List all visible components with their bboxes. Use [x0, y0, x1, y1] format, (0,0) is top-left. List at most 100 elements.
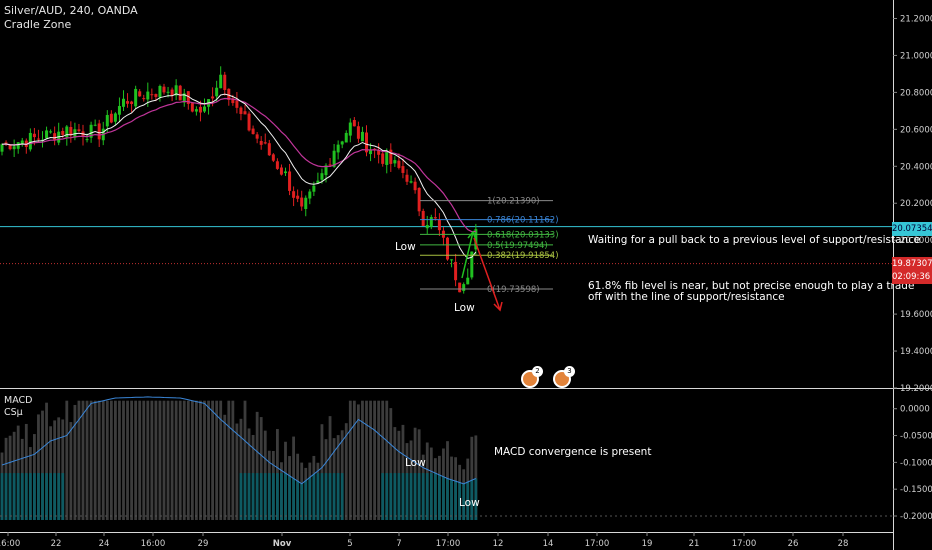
macd-histogram-bar	[53, 420, 57, 520]
macd-histogram-low-bar	[12, 473, 16, 520]
candle-body	[190, 103, 194, 112]
candle-body	[356, 126, 360, 139]
macd-histogram-low-bar	[37, 473, 40, 520]
candle-body	[296, 195, 300, 199]
candle-body	[162, 86, 166, 93]
macd-histogram-bar	[328, 416, 332, 520]
macd-histogram-bar	[211, 400, 214, 520]
up-arrow-head	[467, 230, 477, 241]
macd-histogram-low-bar	[442, 476, 445, 520]
macd-histogram-bar	[203, 400, 206, 520]
macd-note: MACD convergence is present	[494, 446, 652, 458]
macd-histogram-low-bar	[296, 481, 300, 520]
macd-tick-label: 0.0000	[900, 405, 930, 415]
macd-histogram-bar	[365, 400, 368, 520]
fib-level-label: 0.5(19.97494)	[487, 241, 548, 251]
candle-body	[158, 85, 162, 98]
macd-histogram-bar	[170, 400, 174, 520]
down-arrow-head	[493, 301, 503, 312]
candle-body	[231, 98, 235, 104]
candle-body	[89, 124, 93, 138]
candle-body	[182, 93, 186, 103]
ema-fast-line	[1, 93, 477, 259]
macd-histogram-bar	[259, 417, 263, 520]
candle-body	[454, 261, 458, 281]
candle-body	[85, 139, 89, 141]
macd-histogram-bar	[45, 402, 48, 520]
candle-body	[69, 127, 73, 136]
candle-body	[425, 224, 429, 229]
macd-histogram-low-bar	[328, 473, 332, 520]
candle-body	[381, 153, 385, 164]
candle-body	[369, 149, 373, 155]
time-tick-label: 17:00	[585, 539, 610, 549]
macd-histogram-low-bar	[413, 473, 417, 520]
candle-body	[413, 181, 417, 191]
candle-body	[117, 106, 121, 115]
macd-histogram-bar	[142, 400, 146, 520]
macd-histogram-bar	[81, 400, 85, 520]
macd-histogram-bar	[16, 425, 20, 520]
candle-body	[36, 138, 40, 140]
up-arrow	[461, 231, 474, 279]
macd-histogram-bar	[474, 435, 478, 520]
macd-histogram-low-bar	[57, 473, 61, 520]
macd-histogram-low-bar	[4, 473, 8, 520]
macd-histogram-bar	[174, 400, 178, 520]
macd-histogram-bar	[231, 400, 235, 520]
macd-histogram-low-bar	[474, 478, 478, 520]
price-tick-label: 20.80000	[900, 88, 932, 98]
macd-histogram-low-bar	[243, 473, 247, 520]
time-tick-label: 12	[493, 539, 504, 549]
candle-body	[437, 219, 441, 231]
event-badge[interactable]: 3	[553, 366, 575, 388]
macd-histogram-bar	[223, 414, 227, 520]
candle-body	[97, 123, 101, 140]
macd-histogram-bar	[389, 408, 393, 520]
candle-body	[267, 143, 271, 156]
macd-histogram-bar	[114, 400, 117, 520]
candle-body	[279, 167, 283, 175]
candle-body	[198, 106, 202, 113]
candle-body	[255, 134, 259, 139]
macd-histogram-bar	[162, 400, 166, 520]
macd-histogram-bar	[57, 417, 61, 520]
macd-histogram-low-bar	[336, 473, 340, 520]
macd-histogram-bar	[377, 400, 381, 520]
macd-histogram-low-bar	[304, 480, 308, 520]
macd-histogram-low-bar	[425, 473, 429, 520]
time-tick-label: 24	[99, 539, 110, 549]
macd-histogram-bar	[215, 400, 219, 520]
macd-histogram-bar	[381, 400, 385, 520]
macd-histogram-bar	[41, 410, 44, 520]
down-arrow	[473, 237, 501, 311]
candle-body	[243, 111, 247, 115]
macd-histogram-bar	[373, 400, 376, 520]
candle-body	[223, 74, 227, 90]
macd-histogram-low-bar	[28, 473, 32, 520]
countdown-timer: 02:09:36	[892, 270, 932, 284]
price-tick-label: 19.40000	[900, 347, 932, 357]
macd-histogram-low-bar	[0, 473, 4, 520]
price-tick-label: 19.20000	[900, 384, 932, 394]
fib-level-label: 1(20.21390)	[487, 197, 540, 207]
price-tick-label: 20.20000	[900, 199, 932, 209]
candle-body	[28, 132, 32, 150]
candle-body	[194, 109, 198, 112]
macd-histogram-bar	[199, 400, 202, 520]
candle-body	[61, 130, 65, 135]
candle-body	[348, 122, 352, 136]
time-tick-label: 22	[51, 539, 62, 549]
candle-body	[178, 85, 182, 101]
candle-body	[352, 119, 356, 127]
candle-body	[170, 89, 174, 96]
fib-note-line1: 61.8% fib level is near, but not precise…	[588, 280, 915, 292]
candle-body	[166, 91, 170, 93]
time-tick-label: 16:00	[141, 539, 166, 549]
event-badge[interactable]: 2	[521, 366, 543, 388]
macd-histogram-low-bar	[324, 473, 328, 520]
macd-histogram-low-bar	[284, 473, 287, 520]
candle-body	[300, 197, 304, 207]
macd-histogram-low-bar	[255, 473, 259, 520]
